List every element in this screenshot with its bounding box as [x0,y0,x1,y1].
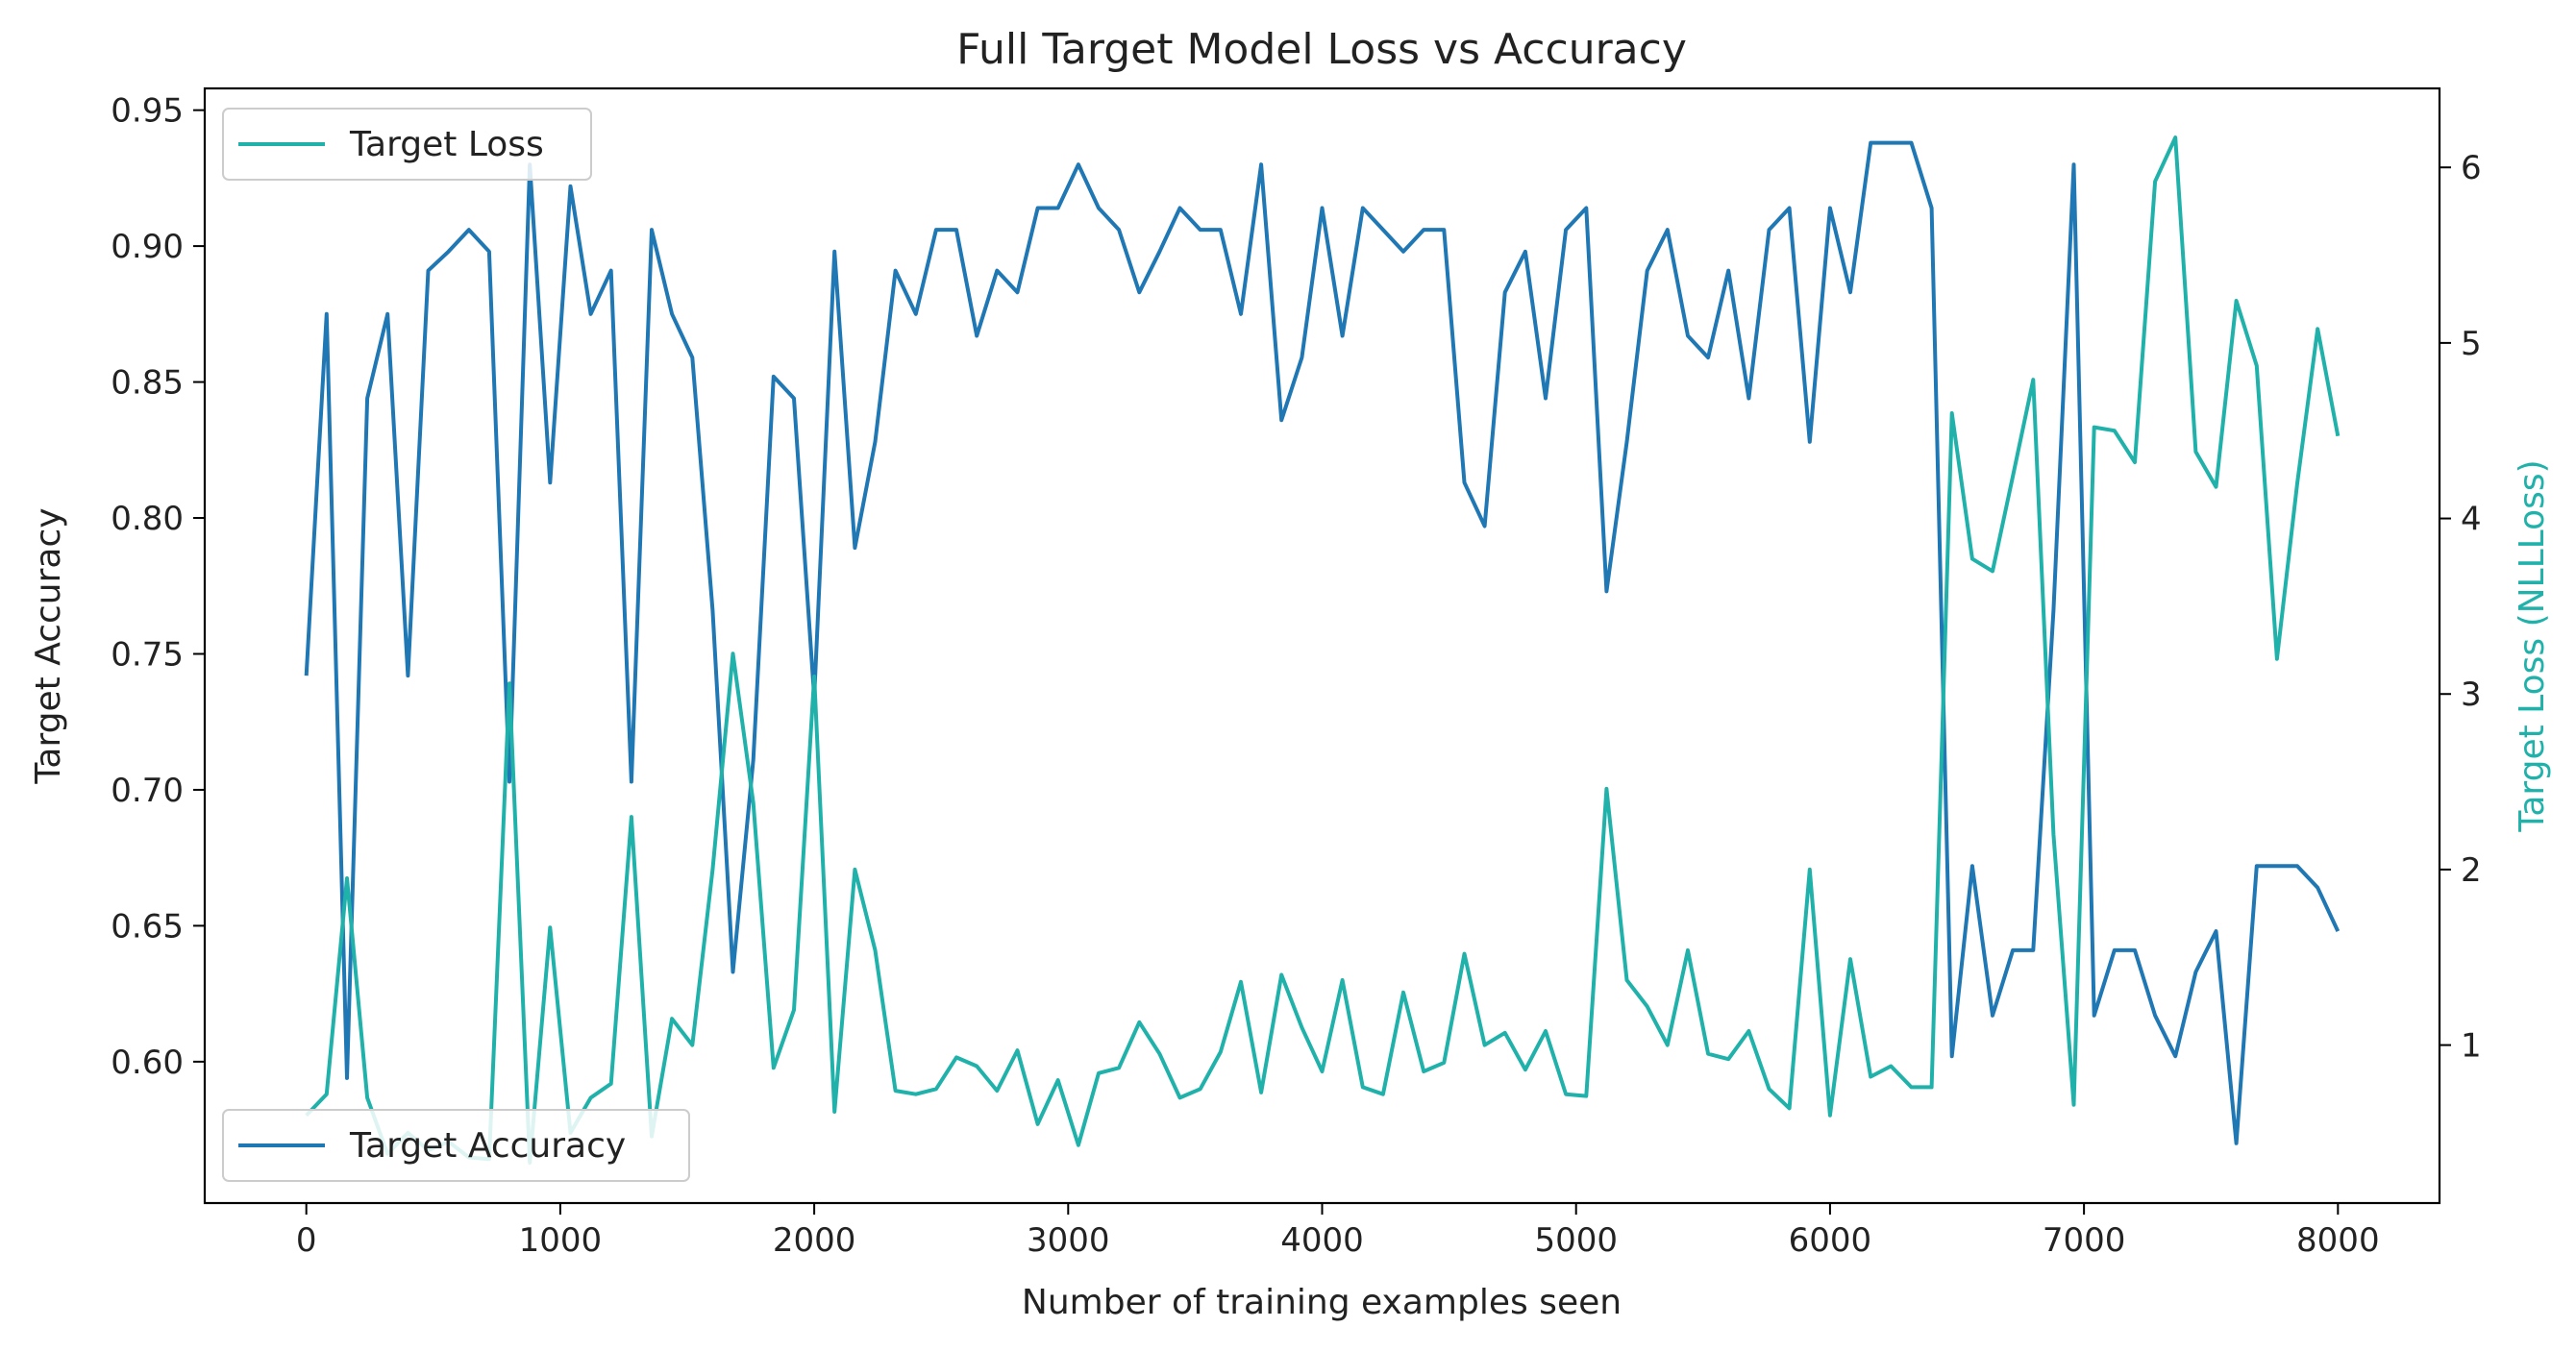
series-layer [304,135,2341,1165]
legend-target-accuracy: Target Accuracy [222,1109,690,1182]
y-right-tick-label: 4 [2461,501,2482,539]
chart-title: Full Target Model Loss vs Accuracy [956,25,1687,74]
x-tick-label: 3000 [1027,1221,1110,1260]
y-right-tick-label: 6 [2461,149,2482,187]
y-right-tick-label: 2 [2461,851,2482,890]
x-tick-label: 1000 [519,1221,603,1260]
y-left-tick-label: 0.95 [111,92,184,131]
y-right-axis-ticks: 1 2 3 4 5 6 [2440,149,2482,1066]
legend-loss-label: Target Loss [349,125,544,164]
y-left-tick-label: 0.80 [111,500,184,538]
x-tick-label: 6000 [1789,1221,1872,1260]
y-left-tick-label: 0.65 [111,907,184,946]
y-right-tick-label: 3 [2461,676,2482,714]
x-axis-ticks: 0 1000 2000 3000 4000 5000 6000 7000 8000 [296,1203,2380,1260]
x-tick-label: 2000 [773,1221,856,1260]
legend-target-loss: Target Loss [222,108,592,181]
y-left-tick-label: 0.60 [111,1044,184,1082]
y-left-axis-label: Target Accuracy [29,507,68,784]
legend-accuracy-label: Target Accuracy [349,1126,626,1166]
y-right-axis-label: Target Loss (NLLLoss) [2513,459,2552,832]
series-line-accuracy [304,140,2341,1145]
x-tick-label: 4000 [1280,1221,1364,1260]
plot-frame [203,86,2441,1205]
x-tick-label: 0 [296,1221,317,1260]
x-axis-label: Number of training examples seen [1022,1283,1622,1322]
y-left-tick-label: 0.75 [111,635,184,674]
x-tick-label: 5000 [1534,1221,1618,1260]
series-line-loss [305,135,2341,1165]
x-tick-label: 8000 [2296,1221,2380,1260]
y-left-tick-label: 0.90 [111,228,184,266]
y-left-axis-ticks: 0.60 0.65 0.70 0.75 0.80 0.85 0.90 0.95 [111,92,205,1082]
y-left-tick-label: 0.85 [111,364,184,403]
y-right-tick-label: 1 [2461,1027,2482,1066]
legend-accuracy-box [222,1109,690,1182]
legend-loss-box [222,108,592,181]
y-left-tick-label: 0.70 [111,772,184,810]
y-right-tick-label: 5 [2461,325,2482,363]
x-tick-label: 7000 [2043,1221,2126,1260]
